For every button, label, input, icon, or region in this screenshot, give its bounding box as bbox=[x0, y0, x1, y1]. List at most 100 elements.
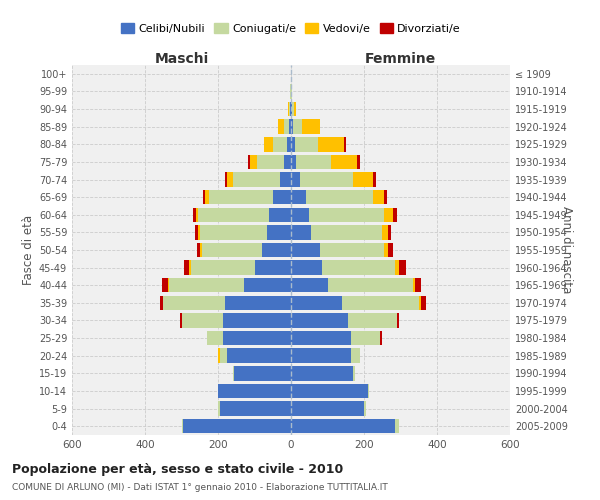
Bar bbox=[295, 137, 319, 152]
Bar bbox=[356, 154, 359, 169]
Bar bbox=[302, 120, 320, 134]
Bar bbox=[342, 296, 419, 310]
Bar bbox=[289, 102, 290, 117]
Text: COMUNE DI ARLUNO (MI) - Dati ISTAT 1° gennaio 2010 - Elaborazione TUTTITALIA.IT: COMUNE DI ARLUNO (MI) - Dati ISTAT 1° ge… bbox=[12, 484, 388, 492]
Bar bbox=[291, 243, 320, 257]
Bar bbox=[257, 154, 284, 169]
Bar bbox=[291, 402, 364, 416]
Bar bbox=[202, 243, 262, 257]
Bar bbox=[197, 243, 200, 257]
Bar bbox=[291, 208, 309, 222]
Bar bbox=[384, 190, 387, 204]
Bar bbox=[296, 154, 331, 169]
Bar bbox=[393, 208, 397, 222]
Bar bbox=[293, 102, 296, 117]
Bar bbox=[227, 172, 233, 186]
Bar bbox=[322, 260, 395, 275]
Bar bbox=[182, 419, 184, 434]
Bar bbox=[331, 154, 356, 169]
Bar bbox=[244, 278, 291, 292]
Bar bbox=[351, 331, 380, 345]
Bar bbox=[293, 120, 302, 134]
Bar bbox=[218, 402, 220, 416]
Text: Femmine: Femmine bbox=[365, 52, 436, 66]
Bar bbox=[278, 120, 284, 134]
Bar bbox=[250, 154, 257, 169]
Bar bbox=[162, 278, 167, 292]
Bar bbox=[384, 208, 393, 222]
Bar bbox=[380, 331, 382, 345]
Bar bbox=[373, 172, 376, 186]
Bar bbox=[273, 190, 291, 204]
Bar bbox=[267, 225, 291, 240]
Bar bbox=[311, 225, 382, 240]
Bar bbox=[227, 348, 291, 363]
Bar bbox=[364, 402, 366, 416]
Bar bbox=[353, 366, 355, 380]
Bar bbox=[291, 190, 305, 204]
Bar bbox=[328, 278, 413, 292]
Bar bbox=[220, 402, 291, 416]
Bar bbox=[291, 419, 395, 434]
Bar bbox=[291, 172, 300, 186]
Bar bbox=[207, 331, 223, 345]
Y-axis label: Fasce di età: Fasce di età bbox=[22, 215, 35, 285]
Bar bbox=[382, 225, 388, 240]
Bar bbox=[235, 366, 291, 380]
Bar bbox=[290, 102, 291, 117]
Bar bbox=[384, 243, 388, 257]
Bar bbox=[284, 154, 291, 169]
Bar bbox=[319, 137, 344, 152]
Bar bbox=[395, 419, 398, 434]
Bar bbox=[419, 296, 421, 310]
Bar bbox=[320, 243, 384, 257]
Bar bbox=[291, 278, 328, 292]
Bar bbox=[184, 260, 189, 275]
Bar bbox=[209, 190, 273, 204]
Bar bbox=[179, 314, 182, 328]
Bar bbox=[254, 260, 291, 275]
Bar bbox=[421, 296, 426, 310]
Bar bbox=[291, 260, 322, 275]
Bar bbox=[291, 225, 311, 240]
Bar bbox=[413, 278, 415, 292]
Bar bbox=[163, 296, 226, 310]
Bar bbox=[169, 278, 244, 292]
Bar bbox=[344, 137, 346, 152]
Bar bbox=[291, 120, 293, 134]
Bar bbox=[218, 348, 220, 363]
Bar bbox=[226, 296, 291, 310]
Bar bbox=[233, 172, 280, 186]
Bar bbox=[388, 225, 391, 240]
Bar bbox=[198, 208, 269, 222]
Bar bbox=[262, 243, 291, 257]
Bar bbox=[193, 208, 196, 222]
Bar bbox=[280, 172, 291, 186]
Bar bbox=[223, 314, 291, 328]
Bar bbox=[191, 260, 254, 275]
Bar bbox=[233, 366, 235, 380]
Bar bbox=[200, 243, 202, 257]
Bar bbox=[305, 190, 373, 204]
Text: Popolazione per età, sesso e stato civile - 2010: Popolazione per età, sesso e stato civil… bbox=[12, 462, 343, 475]
Bar bbox=[373, 190, 384, 204]
Bar bbox=[309, 208, 384, 222]
Bar bbox=[224, 172, 227, 186]
Bar bbox=[263, 137, 273, 152]
Bar bbox=[184, 419, 291, 434]
Bar bbox=[291, 348, 351, 363]
Bar bbox=[291, 331, 351, 345]
Bar bbox=[167, 278, 169, 292]
Bar bbox=[291, 384, 368, 398]
Bar bbox=[196, 208, 198, 222]
Bar bbox=[203, 190, 205, 204]
Y-axis label: Anni di nascita: Anni di nascita bbox=[560, 206, 573, 294]
Bar bbox=[300, 172, 353, 186]
Bar bbox=[292, 102, 293, 117]
Bar bbox=[160, 296, 163, 310]
Bar bbox=[220, 348, 227, 363]
Bar bbox=[398, 260, 406, 275]
Bar bbox=[269, 208, 291, 222]
Bar bbox=[397, 314, 398, 328]
Bar bbox=[353, 172, 373, 186]
